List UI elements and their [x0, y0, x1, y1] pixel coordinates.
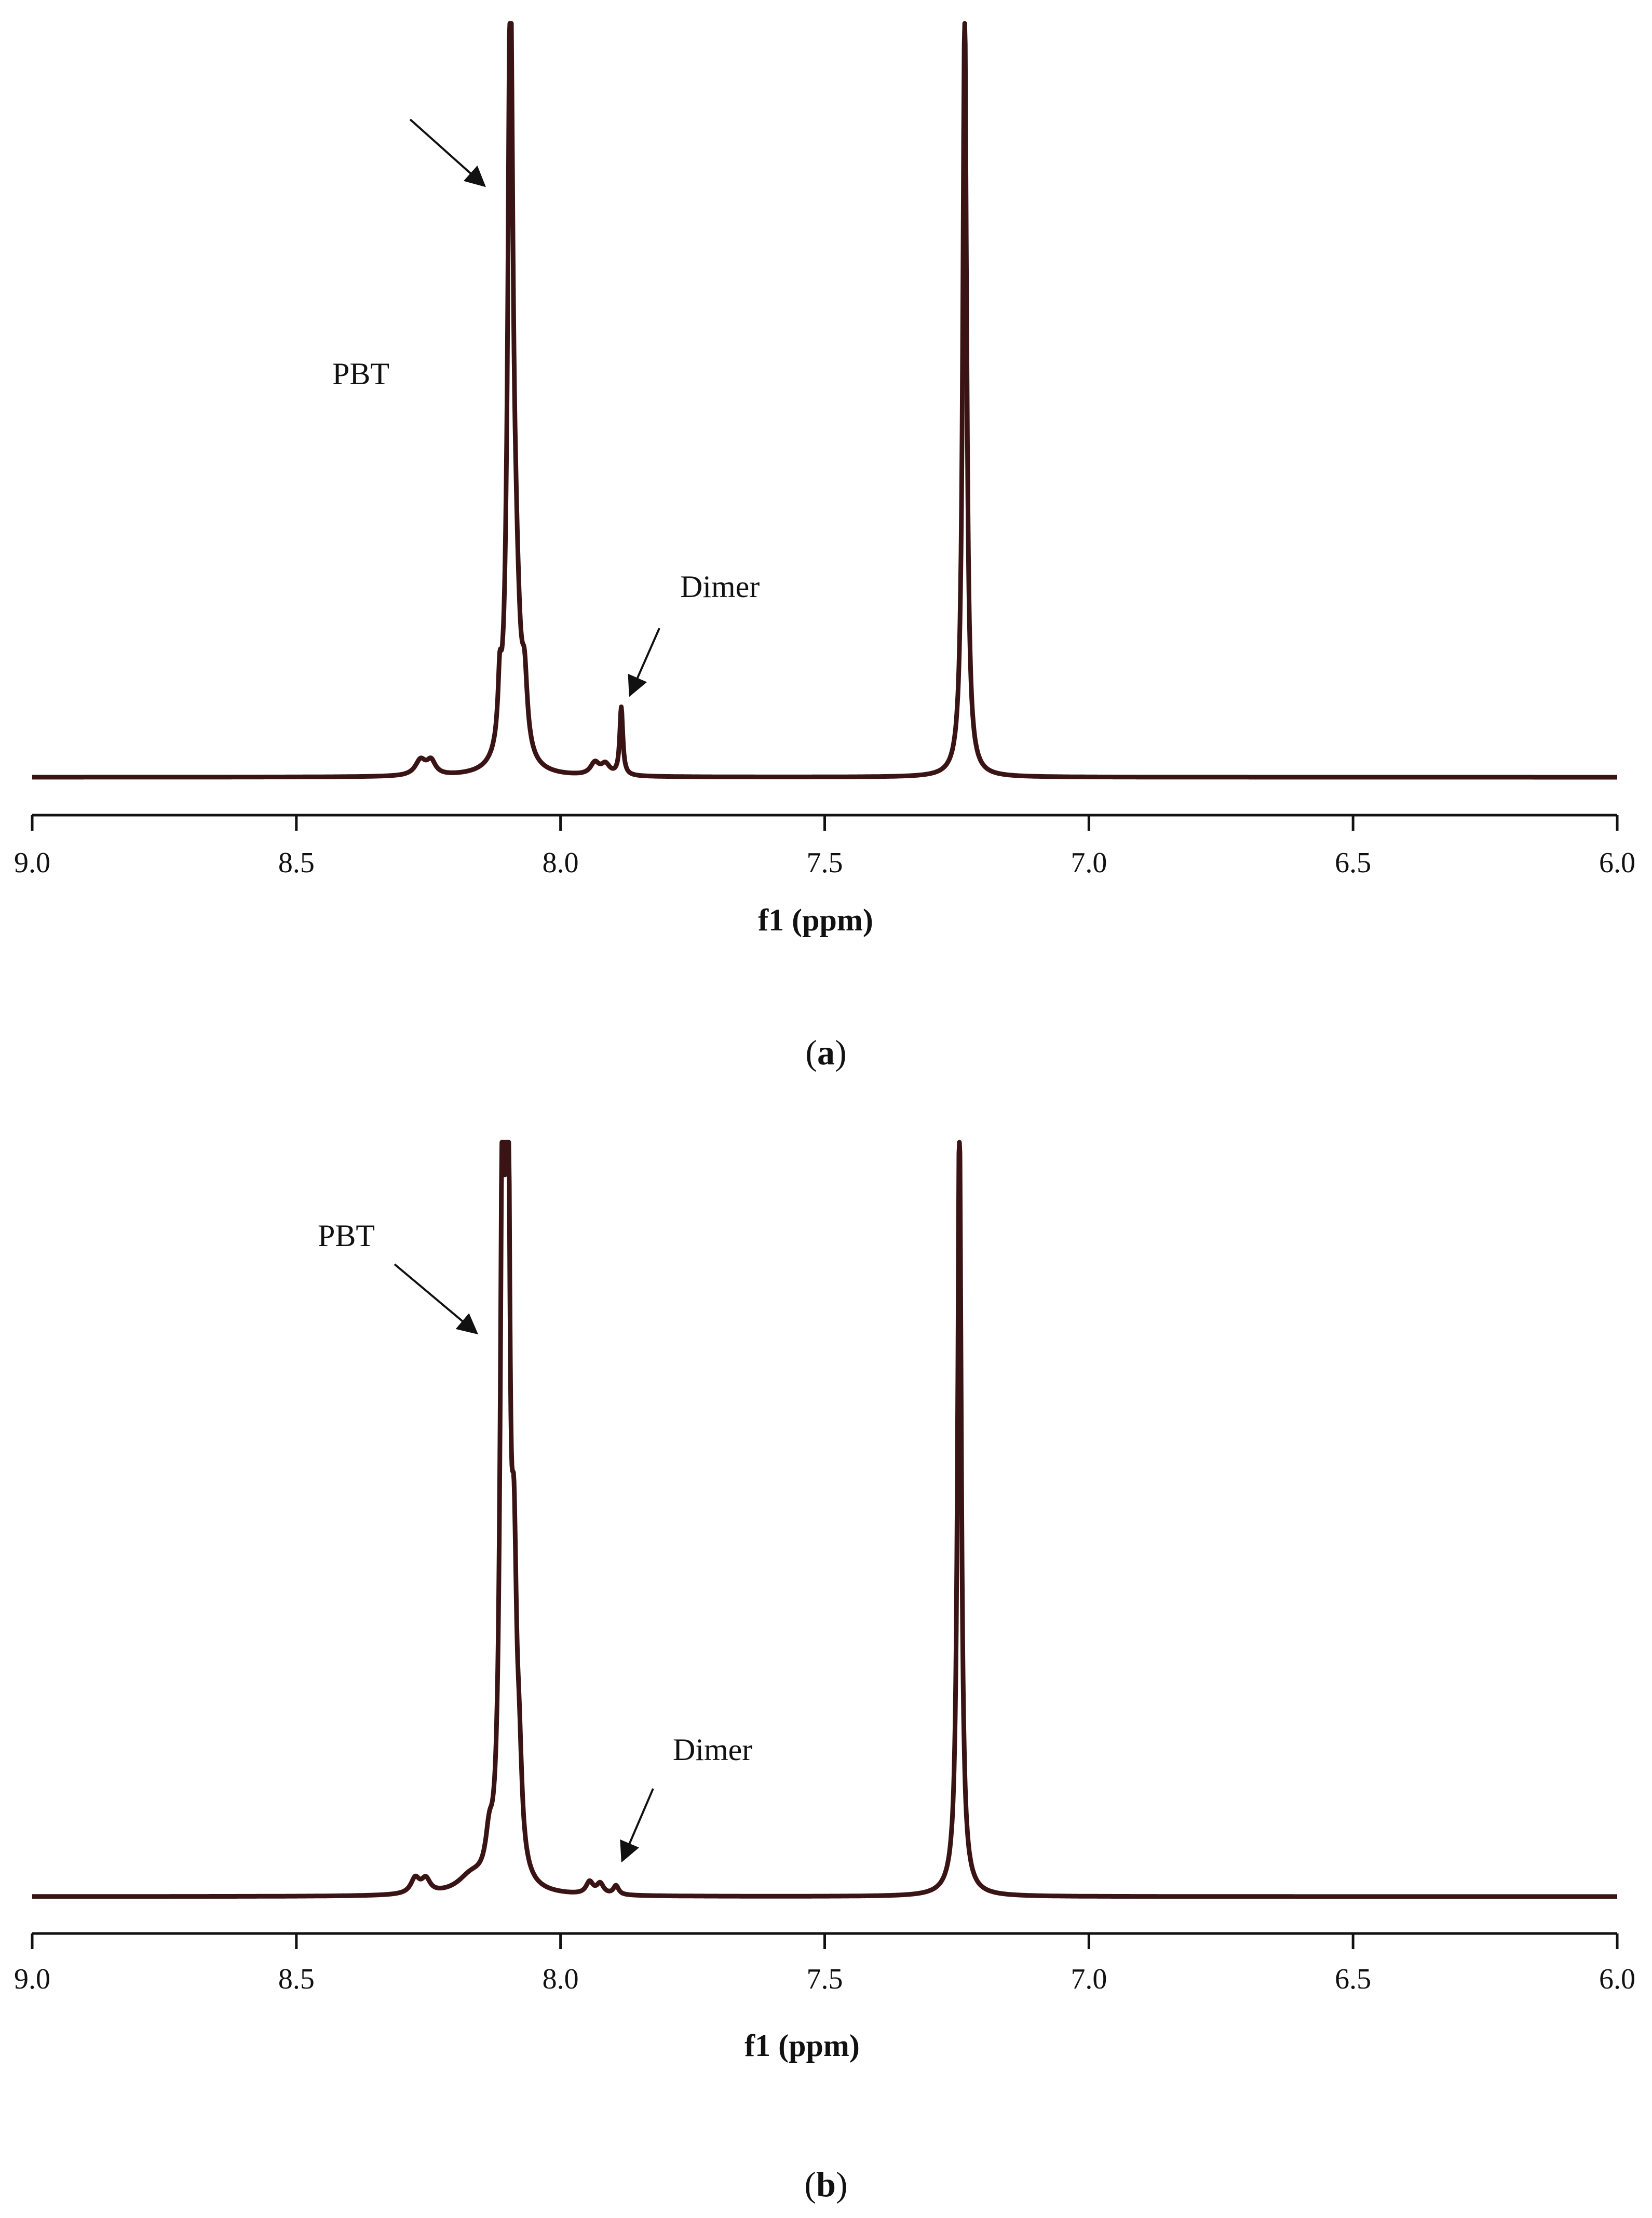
annotation-pbt: PBT	[318, 1219, 375, 1253]
x-tick-label: 6.5	[1335, 847, 1371, 879]
x-tick-label: 7.0	[1071, 1963, 1107, 1995]
panel-b: 9.0 8.5 8.0 7.5 7.0 6.5 6.0 f1 (ppm) PBTDimer …	[14, 1140, 1635, 2204]
annotation-pbt: PBT	[332, 357, 389, 391]
annotation-arrow	[620, 1788, 654, 1863]
x-ticks-b: 9.0 8.5 8.0 7.5 7.0 6.5 6.0	[14, 1933, 1635, 1995]
x-tick-label: 6.5	[1335, 1963, 1371, 1995]
annotation-arrow	[394, 1263, 479, 1335]
panel-caption-a: (a)	[805, 1033, 846, 1072]
x-tick-label: 9.0	[14, 1963, 50, 1995]
x-tick-label: 8.5	[278, 847, 315, 879]
x-tick-label: 8.5	[278, 1963, 315, 1995]
annotations-b: PBT Dimer	[318, 1219, 752, 1863]
x-axis-title-a: f1 (ppm)	[758, 903, 873, 937]
x-ticks-a: 9.0 8.5 8.0 7.5 7.0 6.5 6.0	[14, 815, 1635, 879]
x-tick-label: 8.0	[543, 847, 579, 879]
annotation-dimer: Dimer	[680, 570, 760, 604]
annotations-a: PBT Dimer	[332, 118, 760, 697]
panel-caption-b: (b)	[804, 2165, 847, 2204]
x-tick-label: 6.0	[1599, 1963, 1635, 1995]
annotation-dimer: Dimer	[673, 1733, 752, 1767]
x-tick-label: 7.5	[807, 1963, 843, 1995]
x-axis-title-b: f1 (ppm)	[744, 2028, 860, 2063]
x-tick-label: 7.5	[807, 847, 843, 879]
annotation-arrow	[628, 628, 660, 697]
panel-a: 9.0 8.5 8.0 7.5 7.0 6.5 6.0 f1 (ppm) PBTDimer …	[14, 21, 1635, 1072]
x-tick-label: 8.0	[543, 1963, 579, 1995]
spectrum-line-b	[30, 1140, 1619, 1899]
annotation-arrow	[409, 118, 486, 187]
spectrum-line-a	[30, 21, 1619, 780]
panel-label-b: b	[816, 2165, 836, 2204]
panel-label-a: a	[817, 1033, 835, 1072]
x-tick-label: 6.0	[1599, 847, 1635, 879]
x-tick-label: 9.0	[14, 847, 50, 879]
x-tick-label: 7.0	[1071, 847, 1107, 879]
